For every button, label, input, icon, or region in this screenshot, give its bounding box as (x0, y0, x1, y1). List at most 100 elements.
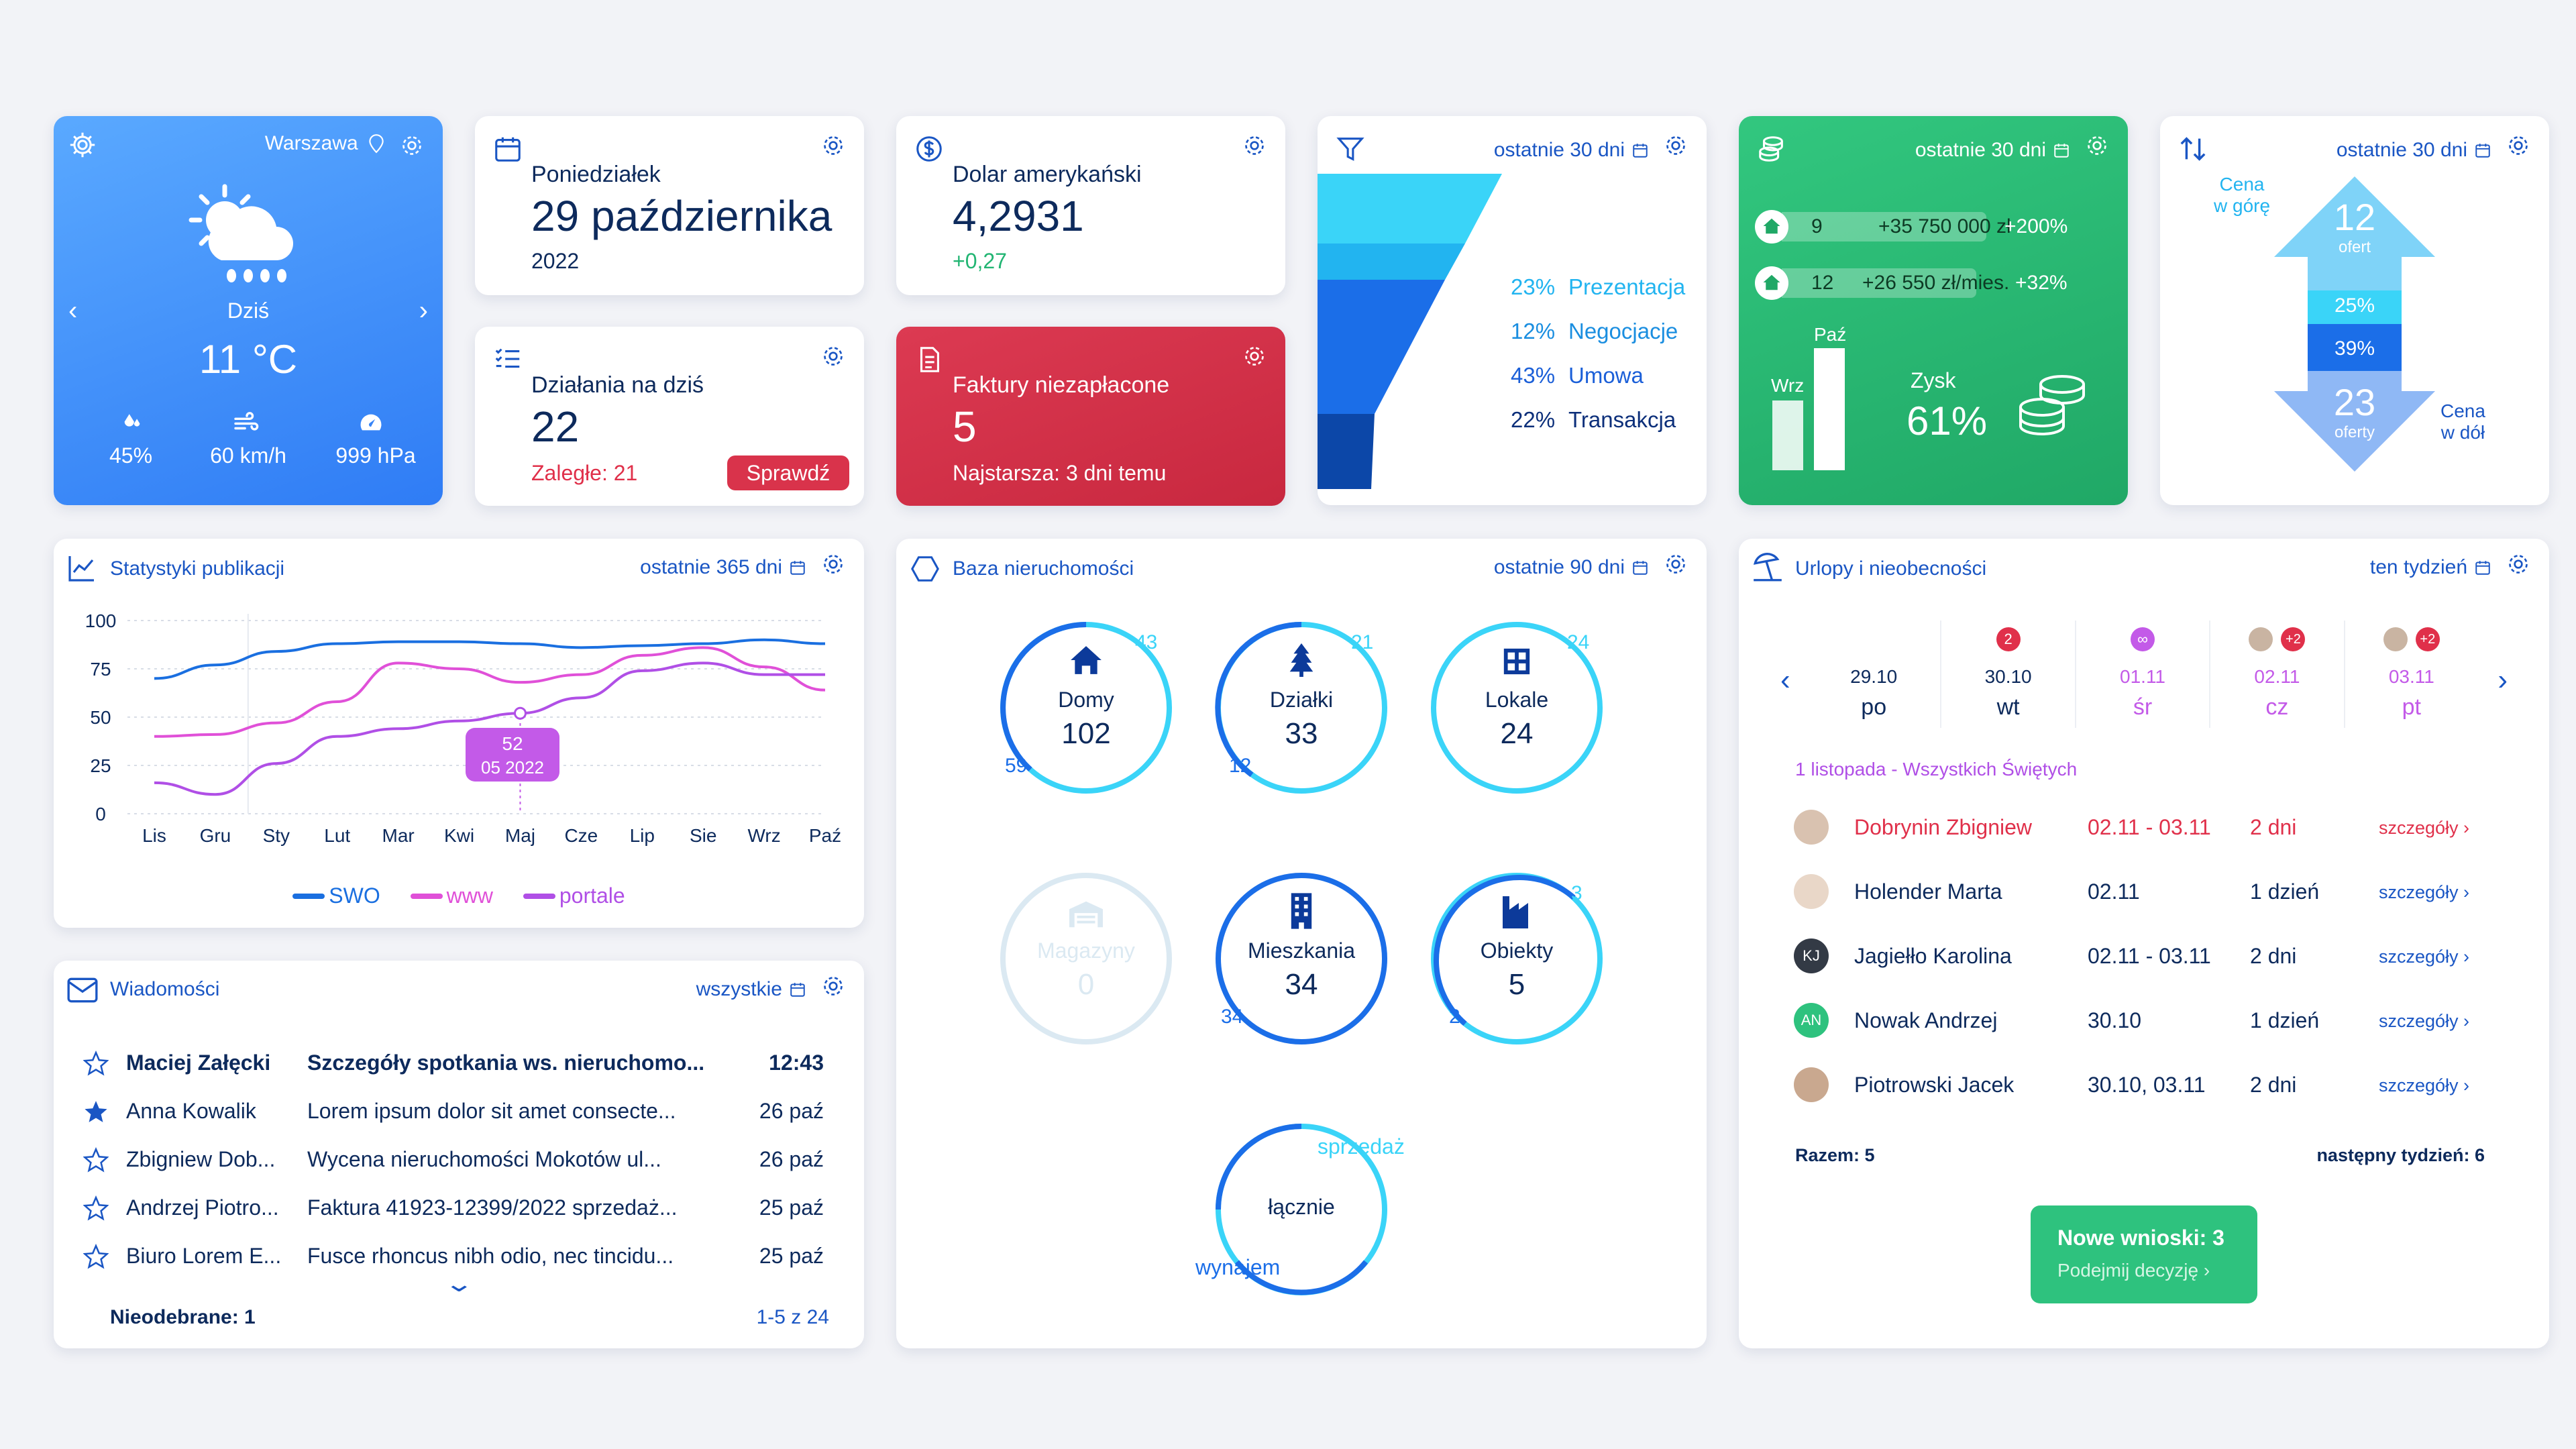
pct-up: 25% (2334, 294, 2375, 317)
coin-stack-icon (2019, 375, 2085, 436)
message-row[interactable]: Maciej Załęcki Szczegóły spotkania ws. ni… (54, 1042, 864, 1091)
legend-row: 23% Prezentacja (1511, 265, 1685, 309)
funnel-legend: 23% Prezentacja 12% Negocjacje 43% Umowa 22… (1511, 265, 1685, 442)
ring-domy[interactable] (1000, 622, 1172, 794)
avatar (2249, 627, 2273, 651)
messages-filter[interactable]: wszystkie (696, 978, 806, 1001)
ring-top-count: 24 (1567, 631, 1590, 653)
gear-icon[interactable] (820, 343, 847, 370)
tooltip-date: 05 2022 (481, 757, 544, 777)
house-icon (1071, 646, 1102, 674)
day-column[interactable]: +2 03.11 pt (2343, 621, 2478, 728)
ring-lokale[interactable] (1431, 622, 1603, 794)
star-outline-icon[interactable] (83, 1195, 109, 1221)
publication-stats-card: Statystyki publikacji ostatnie 365 dni 0… (54, 539, 864, 928)
decide-link: Podejmij decyzję › (2057, 1260, 2210, 1281)
absence-dates: 02.11 - 03.11 (2088, 944, 2211, 968)
gear-icon[interactable] (2084, 132, 2110, 159)
day-date: 03.11 (2388, 666, 2434, 687)
pager[interactable]: 1-5 z 24 (756, 1306, 829, 1328)
star-outline-icon[interactable] (83, 1147, 109, 1173)
prices-range[interactable]: ostatnie 30 dni (2337, 139, 2491, 162)
grid-window-icon (1503, 648, 1530, 675)
gear-icon[interactable] (820, 973, 847, 1000)
details-link[interactable]: szczegóły › (2379, 882, 2470, 902)
absence-days: 1 dzień (2250, 1008, 2320, 1032)
gear-icon[interactable] (67, 129, 98, 160)
message-row[interactable]: Anna Kowalik Lorem ipsum dolor sit amet c… (54, 1091, 864, 1139)
ring-total[interactable] (1216, 1124, 1387, 1295)
gear-icon[interactable] (1662, 132, 1689, 159)
ring-obiekty[interactable] (1431, 873, 1603, 1044)
price-change-card: ostatnie 30 dni Cena w górę Cena w dół 1… (2160, 116, 2549, 505)
scroll-down-chevron[interactable]: ⌄ (443, 1271, 475, 1297)
x-tick-label: Lis (142, 825, 166, 846)
range-label: ostatnie 30 dni (1915, 139, 2046, 161)
gear-icon[interactable] (1241, 343, 1268, 370)
coins-icon (1759, 136, 1783, 162)
legend-label: SWO (329, 883, 380, 908)
calendar-icon (495, 137, 521, 162)
leave-card: Urlopy i nieobecności ten tydzień ‹ › 29… (1739, 539, 2549, 1348)
legend-item-www[interactable]: www (410, 883, 493, 908)
day-column[interactable]: 29.10 po (1807, 621, 1940, 728)
star-filled-icon[interactable] (83, 1099, 109, 1124)
funnel-range[interactable]: ostatnie 30 dni (1494, 139, 1649, 162)
day-column[interactable]: ∞ 01.11 śr (2074, 621, 2209, 728)
sales-range[interactable]: ostatnie 30 dni (1915, 139, 2070, 162)
unread-count: Nieodebrane: 1 (110, 1306, 256, 1328)
sales-row: 12 +26 550 zł/mies. +32% (1755, 266, 2117, 300)
ring-label: Działki (1269, 688, 1334, 712)
gear-icon[interactable] (1241, 132, 1268, 159)
message-row[interactable]: Andrzej Piotro... Faktura 41923-12399/202… (54, 1187, 864, 1236)
details-link[interactable]: szczegóły › (2379, 947, 2470, 967)
message-row[interactable]: Biuro Lorem E... Fusce rhoncus nibh odio,… (54, 1236, 864, 1284)
gear-icon[interactable] (2505, 551, 2532, 578)
property-range[interactable]: ostatnie 90 dni (1494, 556, 1649, 579)
ring-magazyny[interactable] (1000, 873, 1172, 1044)
x-tick-label: Paź (809, 825, 841, 846)
ring-bottom-count: 12 (1229, 755, 1252, 777)
ring-label: Lokale (1485, 688, 1549, 712)
day-column[interactable]: +2 02.11 cz (2209, 621, 2343, 728)
ring-dzialki[interactable] (1215, 621, 1387, 794)
gear-icon[interactable] (1662, 551, 1689, 578)
legend-item-swo[interactable]: SWO (292, 883, 380, 908)
star-outline-icon[interactable] (83, 1051, 109, 1076)
gear-icon[interactable] (2505, 132, 2532, 159)
new-requests-button[interactable]: Nowe wnioski: 3 Podejmij decyzję › (2031, 1205, 2257, 1303)
legend-item-portale[interactable]: portale (523, 883, 625, 908)
avatar: KJ (1794, 938, 1829, 973)
holiday-note: 1 listopada - Wszystkich Świętych (1795, 759, 2078, 780)
day-column[interactable]: 2 30.10 wt (1940, 621, 2074, 728)
check-button[interactable]: Sprawdź (727, 455, 849, 490)
next-week-arrow[interactable]: › (2498, 663, 2508, 696)
details-link[interactable]: szczegóły › (2379, 818, 2470, 838)
message-list: Maciej Załęcki Szczegóły spotkania ws. ni… (54, 1042, 864, 1284)
prev-week-arrow[interactable]: ‹ (1780, 663, 1790, 696)
details-link[interactable]: szczegóły › (2379, 1011, 2470, 1031)
gear-icon[interactable] (820, 132, 847, 159)
details-link[interactable]: szczegóły › (2379, 1075, 2470, 1095)
gear-icon[interactable] (820, 551, 847, 578)
person-name: Nowak Andrzej (1854, 1008, 1998, 1032)
funnel-stage-negocjacje (1318, 244, 1465, 280)
gear-icon[interactable] (398, 132, 425, 159)
leave-range[interactable]: ten tydzień (2370, 556, 2491, 579)
message-row[interactable]: Zbigniew Dob... Wycena nieruchomości Moko… (54, 1139, 864, 1187)
ring-value: 0 (1077, 968, 1095, 1001)
currency-card: Dolar amerykański 4,2931 +0,27 (896, 116, 1285, 295)
price-down-label: Cena w dół (2440, 400, 2485, 443)
highlight-point[interactable] (513, 706, 527, 720)
filter-label: wszystkie (696, 978, 782, 1000)
date-value: 29 października (531, 192, 833, 240)
pub-range[interactable]: ostatnie 365 dni (640, 556, 806, 579)
ring-mieszkania[interactable] (1216, 873, 1387, 1044)
prev-day-arrow[interactable]: ‹ (68, 296, 78, 325)
total-label: łącznie (1268, 1195, 1335, 1219)
calendar-icon (790, 561, 805, 575)
year: 2022 (531, 249, 580, 273)
next-day-arrow[interactable]: › (419, 296, 428, 325)
warehouse-icon (1069, 901, 1103, 928)
star-outline-icon[interactable] (83, 1244, 109, 1269)
